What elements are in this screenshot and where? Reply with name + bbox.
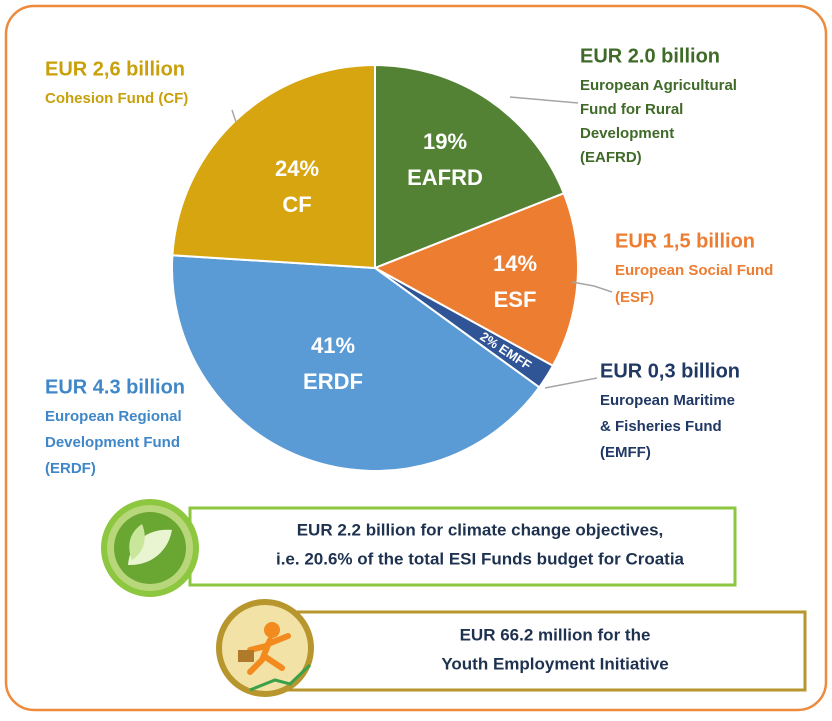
notes: EUR 2.2 billion for climate change objec… (276, 520, 685, 673)
fund-label: (EMFF) (600, 444, 651, 461)
category-label: EAFRD (407, 165, 483, 190)
note-text: i.e. 20.6% of the total ESI Funds budget… (276, 549, 685, 568)
note-text: EUR 66.2 million for the (460, 625, 651, 644)
briefcase-icon (238, 650, 254, 662)
amount-label: EUR 2.0 billion (580, 45, 720, 67)
amount-label: EUR 4.3 billion (45, 376, 185, 398)
fund-label: Development Fund (45, 434, 180, 451)
leader-line (571, 281, 613, 293)
pie-slice (171, 254, 541, 472)
note-box (188, 506, 737, 587)
fund-label: (EAFRD) (580, 149, 642, 166)
fund-label: European Agricultural (580, 77, 737, 94)
leader-line (544, 377, 598, 389)
fund-label: European Social Fund (615, 262, 773, 279)
percent-label: 19% (423, 129, 467, 154)
amount-label: EUR 2,6 billion (45, 58, 185, 80)
pie-slice (372, 191, 579, 368)
percent-label: 14% (493, 251, 537, 276)
fund-label: European Maritime (600, 392, 735, 409)
chart-icon (249, 663, 312, 692)
amount-label: EUR 0,3 billion (600, 360, 740, 382)
fund-label: Development (580, 125, 674, 142)
pie-slice (374, 63, 566, 270)
note-text: Youth Employment Initiative (441, 654, 668, 673)
leaf-icon (128, 529, 172, 566)
percent-label: 24% (275, 156, 319, 181)
category-label: CF (282, 192, 311, 217)
category-label: ERDF (303, 369, 363, 394)
note-text: EUR 2.2 billion for climate change objec… (297, 520, 664, 539)
fund-label: (ESF) (615, 289, 654, 306)
fund-label: European Regional (45, 408, 182, 425)
annotations: EUR 2.0 billion European Agricultural Fund… (45, 45, 773, 477)
runner-icon (247, 633, 291, 675)
category-label: ESF (494, 287, 537, 312)
percent-label: 41% (311, 333, 355, 358)
runner-icon (264, 622, 280, 638)
note-box (268, 610, 807, 692)
leader-line (509, 96, 579, 104)
fund-label: & Fisheries Fund (600, 418, 722, 435)
leader-line (231, 109, 237, 123)
amount-label: EUR 1,5 billion (615, 230, 755, 252)
fund-label: (ERDF) (45, 460, 96, 477)
fund-label: Fund for Rural (580, 101, 683, 118)
leaf-icon (129, 524, 145, 560)
fund-label: Cohesion Fund (CF) (45, 90, 188, 107)
